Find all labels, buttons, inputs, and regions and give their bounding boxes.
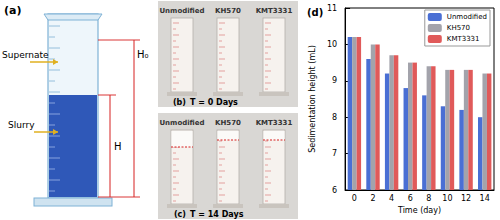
- svg-text:Unmodified: Unmodified: [159, 7, 204, 15]
- svg-text:Supernate: Supernate: [2, 50, 49, 60]
- svg-text:(d): (d): [307, 7, 323, 18]
- svg-text:10: 10: [442, 194, 452, 203]
- svg-text:(b): (b): [173, 98, 186, 107]
- svg-text:0: 0: [352, 194, 357, 203]
- svg-text:4: 4: [389, 194, 394, 203]
- svg-text:Slurry: Slurry: [8, 120, 35, 130]
- svg-text:(c): (c): [174, 210, 186, 219]
- svg-text:7: 7: [332, 149, 337, 158]
- svg-text:10: 10: [327, 40, 337, 49]
- svg-text:KH570: KH570: [215, 7, 241, 15]
- svg-text:11: 11: [327, 4, 337, 13]
- svg-text:KMT3331: KMT3331: [256, 7, 293, 15]
- svg-text:H₀: H₀: [137, 49, 149, 60]
- svg-text:9: 9: [332, 76, 337, 85]
- svg-text:(a): (a): [4, 4, 21, 17]
- svg-text:Unmodified: Unmodified: [447, 13, 487, 21]
- svg-text:KH570: KH570: [447, 24, 470, 32]
- svg-text:Time (day): Time (day): [397, 206, 441, 215]
- svg-text:8: 8: [426, 194, 431, 203]
- svg-text:6: 6: [408, 194, 413, 203]
- svg-text:6: 6: [332, 186, 337, 195]
- svg-text:12: 12: [461, 194, 471, 203]
- svg-text:KH570: KH570: [215, 119, 241, 127]
- svg-text:KMT3331: KMT3331: [447, 35, 480, 43]
- svg-text:Sedimentation height (mL): Sedimentation height (mL): [308, 45, 317, 153]
- svg-text:KMT3331: KMT3331: [256, 119, 293, 127]
- svg-text:T = 0 Days: T = 0 Days: [190, 98, 238, 107]
- svg-text:2: 2: [370, 194, 375, 203]
- svg-text:14: 14: [480, 194, 490, 203]
- svg-text:Unmodified: Unmodified: [159, 119, 204, 127]
- svg-text:H: H: [114, 141, 122, 152]
- svg-text:8: 8: [332, 113, 337, 122]
- svg-text:T = 14 Days: T = 14 Days: [190, 210, 244, 219]
